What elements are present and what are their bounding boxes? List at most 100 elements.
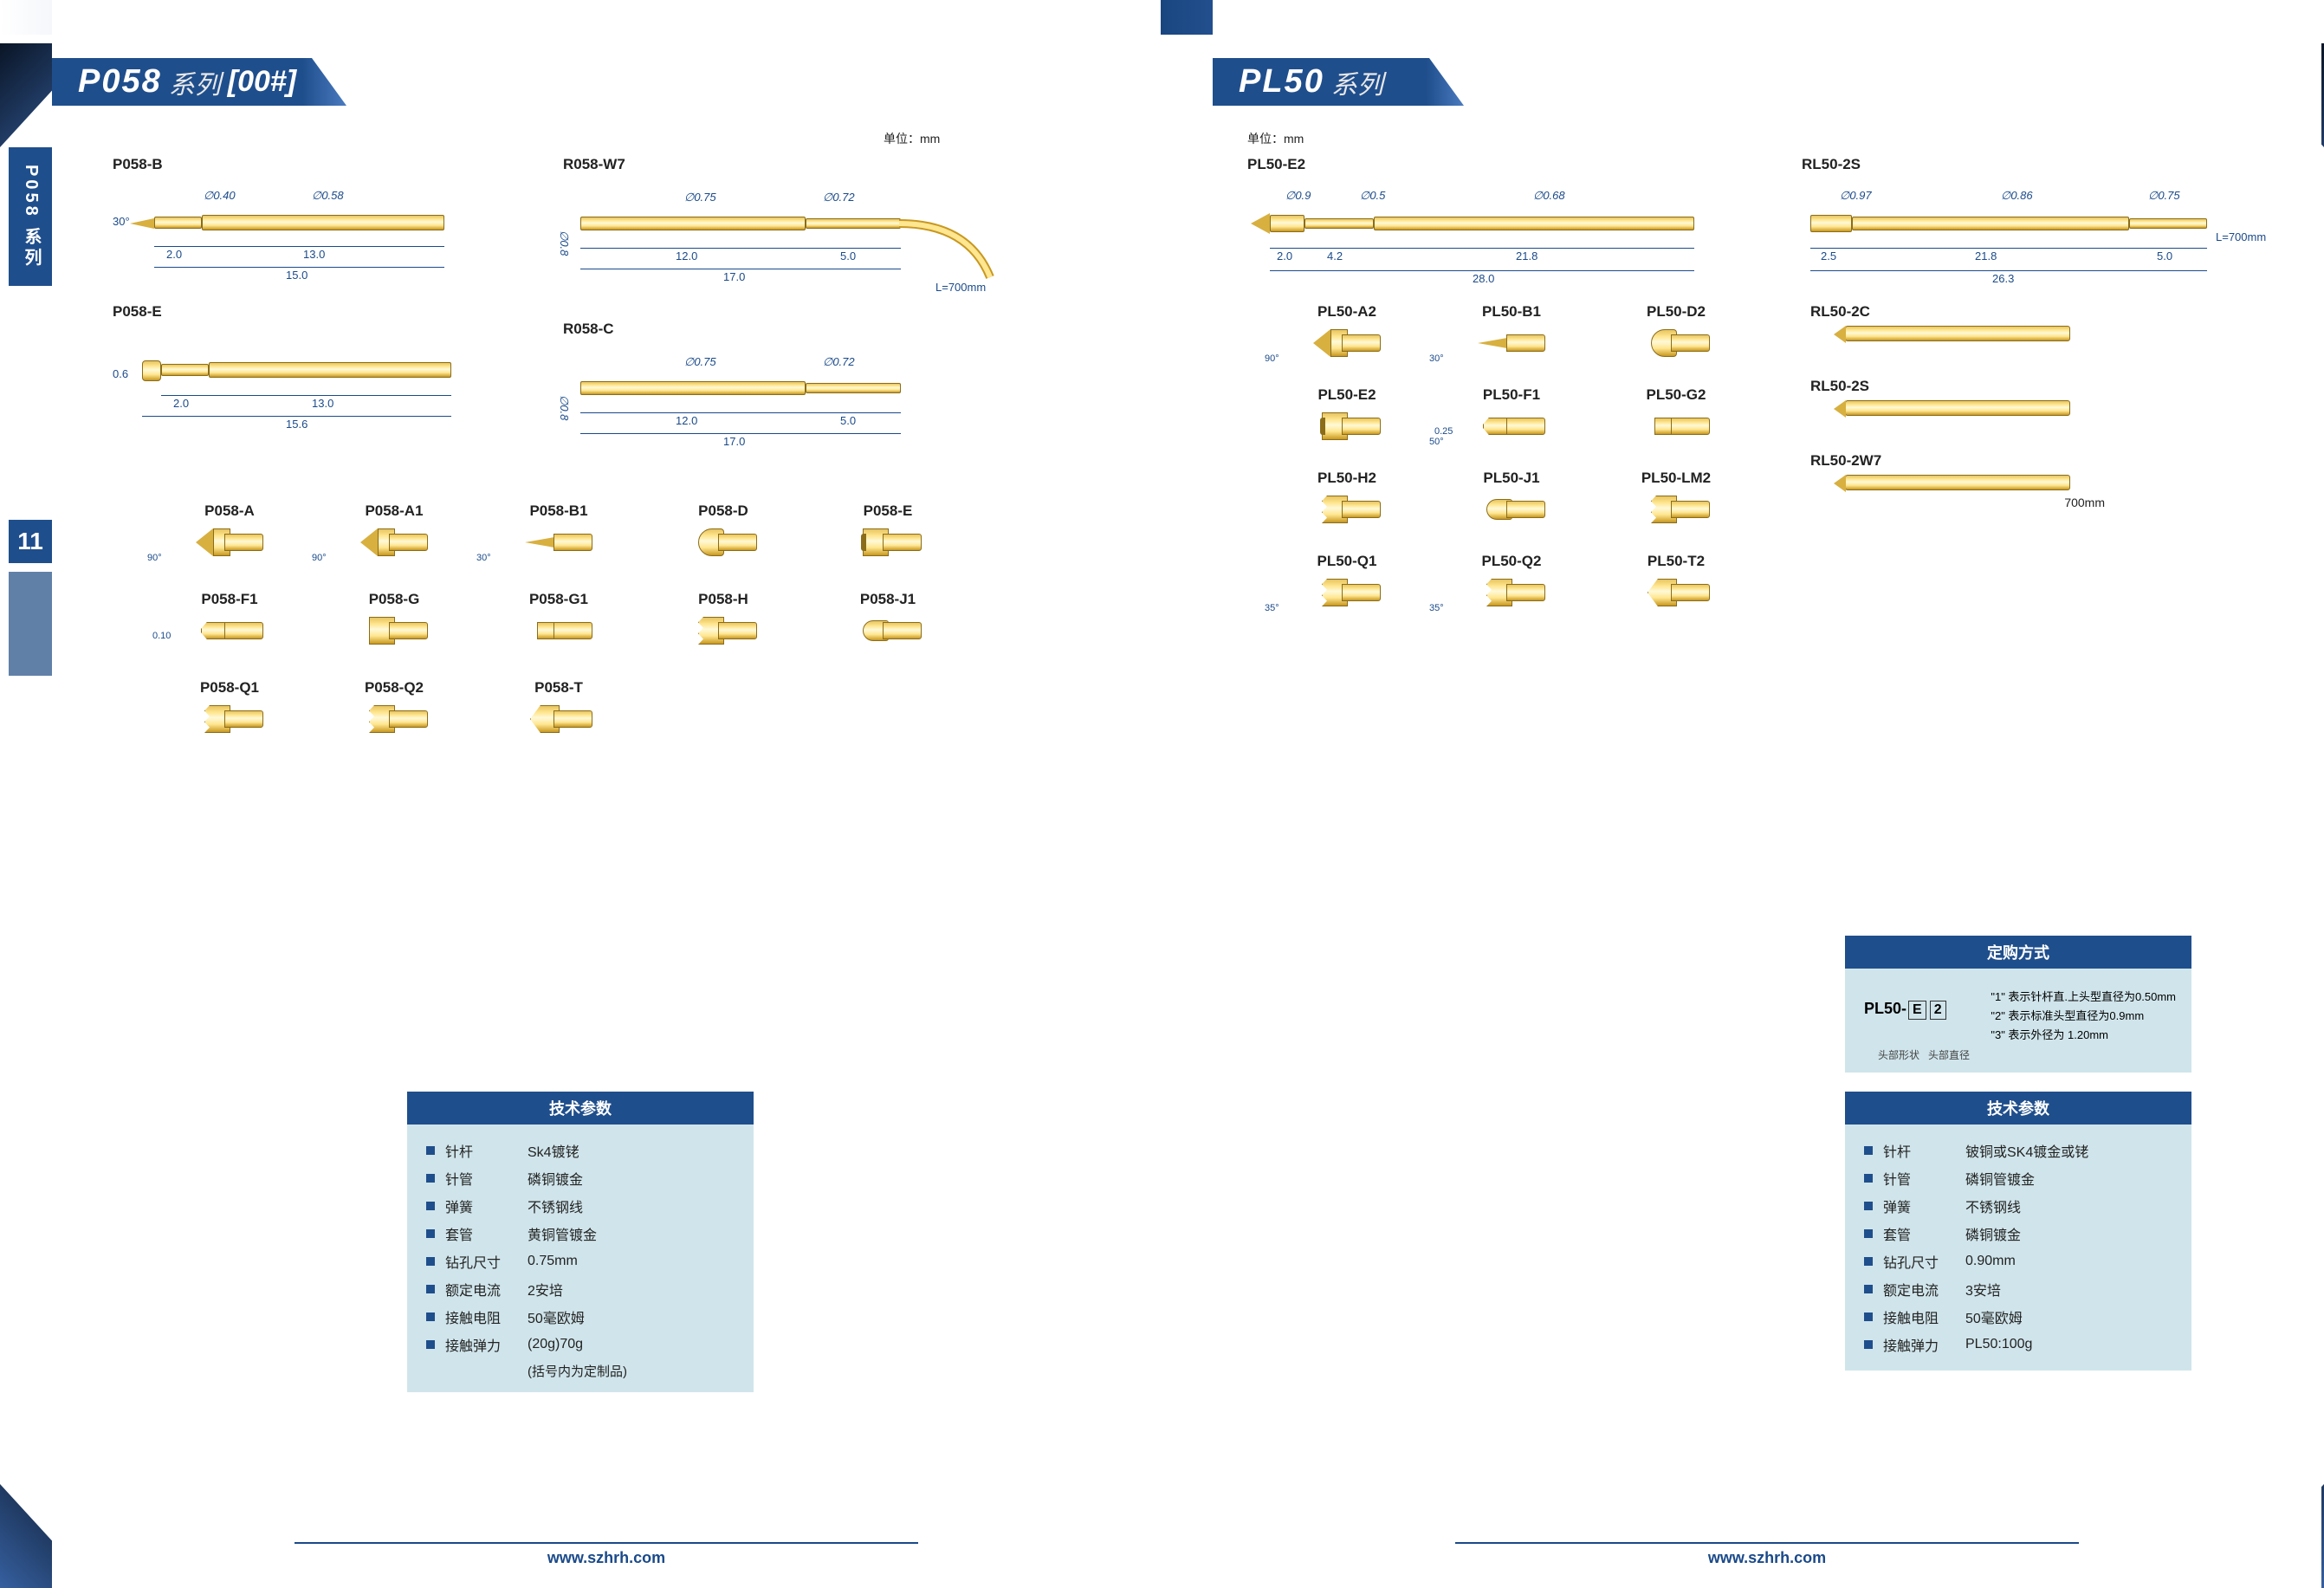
spec-row: 弹簧不锈钢线 xyxy=(426,1192,735,1220)
rl-list: RL50-2CRL50-2SRL50-2W7700mm xyxy=(1810,303,2105,546)
tip-P058-Q2: P058-Q2 xyxy=(312,679,476,733)
head xyxy=(1270,215,1304,232)
dim-wire: L=700mm xyxy=(2216,230,2266,243)
order-sub2: 头部直径 xyxy=(1928,1049,1970,1061)
head xyxy=(142,360,161,381)
dim-d1: ∅0.75 xyxy=(684,191,716,204)
dl xyxy=(580,248,806,249)
dim-l3: 5.0 xyxy=(2157,250,2172,263)
tip-PL50-H2: PL50-H2 xyxy=(1265,470,1429,523)
dim-dh: ∅0.8 xyxy=(558,395,571,420)
label-p058-b: P058-B xyxy=(113,156,520,173)
tip-PL50-A2: PL50-A290° xyxy=(1265,303,1429,357)
page-right: PL50 系列 单位：mm PL50-E2 ∅0.9 ∅0.5 ∅0.68 2.… xyxy=(1213,0,2321,1588)
footer-left: www.szhrh.com xyxy=(295,1542,918,1567)
dl xyxy=(154,246,202,247)
order-note-line: "2" 表示标准头型直径为0.9mm xyxy=(1991,1007,2176,1026)
dl xyxy=(580,412,806,413)
dim-d3: ∅0.75 xyxy=(2148,189,2180,203)
spec-row: 钻孔尺寸0.75mm xyxy=(426,1248,735,1275)
order-note-line: "3" 表示外径为 1.20mm xyxy=(1991,1026,2176,1045)
tube xyxy=(806,218,901,229)
dim-l3: 21.8 xyxy=(1516,250,1537,263)
dl xyxy=(142,416,451,417)
tube xyxy=(2129,218,2207,229)
tip-P058-A1: P058-A190° xyxy=(312,502,476,556)
tip-P058-B1: P058-B130° xyxy=(476,502,641,556)
spec-note: (括号内为定制品) xyxy=(426,1358,735,1380)
spec-row: 弹簧不锈钢线 xyxy=(1864,1192,2172,1220)
spec-body-l: 针杆Sk4镀铑针管磷铜镀金弹簧不锈钢线套管黄铜管镀金钻孔尺寸0.75mm额定电流… xyxy=(407,1125,754,1392)
order-sub1: 头部形状 xyxy=(1878,1049,1919,1061)
label-pl50-e2: PL50-E2 xyxy=(1247,156,1732,173)
dl xyxy=(1374,248,1694,249)
spec-row: 接触弹力PL50:100g xyxy=(1864,1331,2172,1358)
order-sublabels: 头部形状 头部直径 xyxy=(1878,1047,1970,1062)
tip-P058-E: P058-E xyxy=(806,502,970,556)
dl xyxy=(1810,270,2207,271)
unit-label-l: 单位：mm xyxy=(884,130,940,147)
dl xyxy=(161,395,209,396)
label-r058-c: R058-C xyxy=(563,321,1013,338)
dl xyxy=(1270,270,1694,271)
dim-l2: 13.0 xyxy=(312,397,333,410)
rl-RL50-2S: RL50-2S xyxy=(1810,378,2105,416)
title-code-l: [00#] xyxy=(228,65,296,99)
dim-d1: ∅0.75 xyxy=(684,355,716,369)
dim-d2: ∅0.5 xyxy=(1360,189,1385,203)
dim-d2: ∅0.72 xyxy=(823,355,855,369)
dl xyxy=(1810,248,1852,249)
order-box1: E xyxy=(1908,1001,1926,1020)
dim-d2: ∅0.58 xyxy=(312,189,344,203)
order-body: PL50-E2 头部形状 头部直径 "1" 表示针杆直.上头型直径为0.50mm… xyxy=(1845,969,2191,1073)
order-box2: 2 xyxy=(1930,1001,1946,1020)
dim-l2: 4.2 xyxy=(1327,250,1343,263)
dim-l3: 15.0 xyxy=(286,269,307,282)
dim-wire: L=700mm xyxy=(935,281,986,294)
tip-P058-G1: P058-G1 xyxy=(476,591,641,645)
diagram-r058-c: R058-C ∅0.75 ∅0.72 ∅0.8 12.0 5.0 17.0 xyxy=(563,321,1013,456)
dl xyxy=(1270,248,1304,249)
order-note-line: "1" 表示针杆直.上头型直径为0.50mm xyxy=(1991,988,2176,1007)
dim-d1: ∅0.97 xyxy=(1840,189,1872,203)
tip-PL50-Q1: PL50-Q135° xyxy=(1265,553,1429,606)
rl-RL50-2C: RL50-2C xyxy=(1810,303,2105,341)
shaft-main xyxy=(209,362,451,378)
shaft-main xyxy=(1374,217,1694,230)
tip-PL50-J1: PL50-J1 xyxy=(1429,470,1594,523)
tip xyxy=(1251,213,1270,234)
specbox-left: 技术参数 针杆Sk4镀铑针管磷铜镀金弹簧不锈钢线套管黄铜管镀金钻孔尺寸0.75m… xyxy=(407,1092,754,1392)
spec-row: 套管黄铜管镀金 xyxy=(426,1220,735,1248)
head xyxy=(1810,215,1852,232)
dim-l1: 2.0 xyxy=(173,397,189,410)
shaft-thin xyxy=(1304,218,1374,229)
specbox-right: 技术参数 针杆铍铜或SK4镀金或铑针管磷铜管镀金弹簧不锈钢线套管磷铜镀金钻孔尺寸… xyxy=(1845,1092,2191,1371)
tip-PL50-D2: PL50-D2 xyxy=(1594,303,1758,357)
shaft-thin xyxy=(154,217,202,229)
dim-l2: 5.0 xyxy=(840,250,856,263)
dim-d3: ∅0.68 xyxy=(1533,189,1565,203)
dim-d2: ∅0.86 xyxy=(2001,189,2033,203)
dim-l2: 21.8 xyxy=(1975,250,1997,263)
dim-dh: ∅0.8 xyxy=(558,230,571,256)
dim-h: 0.6 xyxy=(113,367,128,380)
barrel xyxy=(580,217,806,230)
dim-d2: ∅0.72 xyxy=(823,191,855,204)
tube xyxy=(806,383,901,393)
shaft-thin xyxy=(161,364,209,376)
dim-l3: 17.0 xyxy=(723,270,745,283)
page-number-left: 11 xyxy=(9,520,52,563)
tip-PL50-G2: PL50-G2 xyxy=(1594,386,1758,440)
dl xyxy=(202,246,444,247)
dim-l4: 28.0 xyxy=(1473,272,1494,285)
diagram-pl50-e2: PL50-E2 ∅0.9 ∅0.5 ∅0.68 2.0 4.2 21.8 28.… xyxy=(1247,156,1732,300)
spec-row: 额定电流3安培 xyxy=(1864,1275,2172,1303)
dl xyxy=(154,267,444,268)
spec-row: 针管磷铜管镀金 xyxy=(1864,1164,2172,1192)
tip-P058-J1: P058-J1 xyxy=(806,591,970,645)
tip-PL50-T2: PL50-T2 xyxy=(1594,553,1758,606)
tip-P058-T: P058-T xyxy=(476,679,641,733)
title-main-r: PL50 xyxy=(1239,63,1324,100)
dim-l1: 12.0 xyxy=(676,250,697,263)
sidebar-stub-l xyxy=(9,572,52,676)
